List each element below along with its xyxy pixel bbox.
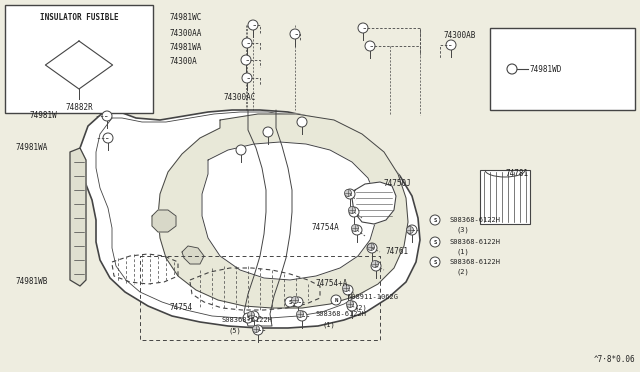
- Text: 74300AC: 74300AC: [223, 93, 255, 102]
- Circle shape: [290, 29, 300, 39]
- Polygon shape: [70, 148, 86, 286]
- Polygon shape: [80, 108, 420, 328]
- Circle shape: [367, 244, 374, 250]
- Text: (5): (5): [228, 328, 241, 334]
- Circle shape: [242, 73, 252, 83]
- Text: S08368-6122H: S08368-6122H: [450, 239, 501, 245]
- Circle shape: [291, 296, 298, 304]
- Text: S08368-6122H: S08368-6122H: [450, 217, 501, 223]
- Text: N08911-1062G: N08911-1062G: [348, 294, 399, 300]
- Text: 74761: 74761: [386, 247, 409, 257]
- Circle shape: [430, 237, 440, 247]
- Text: S: S: [433, 218, 436, 222]
- Text: (3): (3): [456, 227, 468, 233]
- Text: ^7·8*0.06: ^7·8*0.06: [593, 355, 635, 364]
- Text: 74750J: 74750J: [384, 179, 412, 187]
- Polygon shape: [352, 182, 396, 224]
- Circle shape: [358, 23, 368, 33]
- Text: 74300AB: 74300AB: [444, 31, 476, 39]
- Text: S08368-6122H: S08368-6122H: [222, 317, 273, 323]
- Text: 74981WA: 74981WA: [169, 42, 202, 51]
- Circle shape: [249, 311, 259, 321]
- Text: 74981WA: 74981WA: [15, 144, 48, 153]
- Circle shape: [248, 311, 255, 318]
- Text: S08368-6122H: S08368-6122H: [450, 259, 501, 265]
- Polygon shape: [158, 114, 408, 308]
- Circle shape: [342, 285, 349, 292]
- Text: (1): (1): [456, 249, 468, 255]
- Text: (1): (1): [322, 322, 335, 328]
- Circle shape: [263, 127, 273, 137]
- Circle shape: [406, 227, 413, 234]
- Circle shape: [236, 145, 246, 155]
- Text: S: S: [246, 315, 250, 321]
- Circle shape: [430, 257, 440, 267]
- Bar: [480, 170, 530, 224]
- Circle shape: [297, 117, 307, 127]
- Circle shape: [365, 41, 375, 51]
- Circle shape: [351, 224, 358, 231]
- Text: 74754A: 74754A: [312, 224, 340, 232]
- Text: 74781: 74781: [506, 170, 529, 179]
- Circle shape: [352, 225, 362, 235]
- Text: 74754+A: 74754+A: [316, 279, 348, 288]
- Circle shape: [343, 285, 353, 295]
- Polygon shape: [202, 142, 376, 280]
- Circle shape: [242, 38, 252, 48]
- Circle shape: [293, 297, 303, 307]
- Text: 74882R: 74882R: [65, 103, 93, 112]
- Text: (2): (2): [354, 305, 367, 311]
- Circle shape: [367, 243, 377, 253]
- Circle shape: [331, 295, 341, 305]
- Text: (2): (2): [456, 269, 468, 275]
- Text: 74754: 74754: [170, 304, 193, 312]
- Text: S: S: [289, 299, 292, 305]
- Circle shape: [407, 225, 417, 235]
- Text: S: S: [433, 260, 436, 264]
- Bar: [490, 28, 635, 110]
- Circle shape: [430, 215, 440, 225]
- Circle shape: [347, 301, 357, 311]
- Text: 74981WC: 74981WC: [169, 13, 202, 22]
- Polygon shape: [182, 246, 204, 264]
- Circle shape: [446, 40, 456, 50]
- Text: 74300AA: 74300AA: [169, 29, 202, 38]
- Circle shape: [371, 261, 381, 271]
- Circle shape: [253, 326, 259, 333]
- Circle shape: [285, 297, 295, 307]
- Text: 74981WB: 74981WB: [15, 278, 48, 286]
- Circle shape: [253, 325, 263, 335]
- Text: 74981W: 74981W: [29, 112, 57, 121]
- Circle shape: [103, 133, 113, 143]
- Circle shape: [241, 55, 251, 65]
- Circle shape: [243, 313, 253, 323]
- Text: 74300A: 74300A: [169, 57, 196, 65]
- Circle shape: [102, 111, 112, 121]
- Text: N: N: [334, 298, 338, 302]
- Circle shape: [344, 189, 351, 196]
- Circle shape: [346, 301, 353, 308]
- Polygon shape: [152, 210, 176, 232]
- Text: S: S: [433, 240, 436, 244]
- Text: 74981WD: 74981WD: [530, 64, 563, 74]
- Circle shape: [349, 207, 359, 217]
- Bar: [5, 5, 153, 113]
- Circle shape: [349, 206, 355, 214]
- Text: S08368-6122H: S08368-6122H: [316, 311, 367, 317]
- Circle shape: [345, 189, 355, 199]
- Circle shape: [296, 311, 303, 317]
- Circle shape: [371, 260, 378, 267]
- Circle shape: [297, 311, 307, 321]
- Text: INSULATOR FUSIBLE: INSULATOR FUSIBLE: [40, 13, 118, 22]
- Circle shape: [248, 20, 258, 30]
